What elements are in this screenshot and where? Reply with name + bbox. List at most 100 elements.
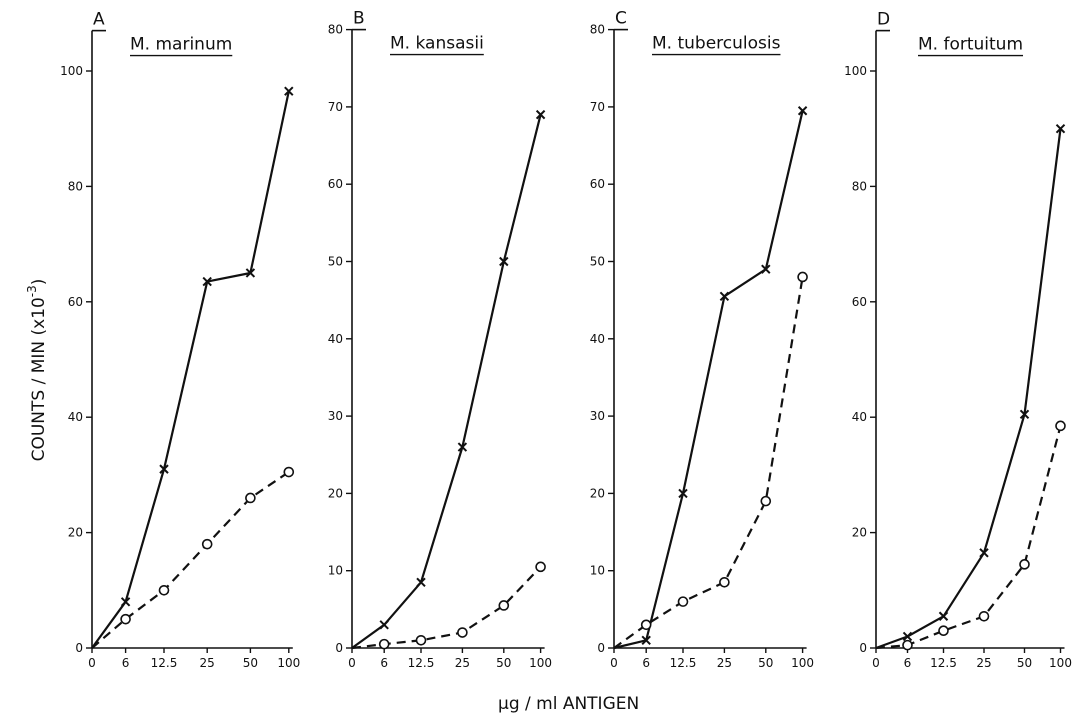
x-tick-label: 50 [243,656,258,670]
circle-marker [938,625,949,636]
x-tick-label: 0 [348,656,356,670]
panel-title: M. marinum [130,35,232,55]
panel-letter: B [353,9,365,29]
circle-marker [457,627,468,638]
series-line-circle [91,471,290,649]
cross-marker-stroke [1055,123,1066,134]
circle-marker [797,271,808,283]
y-tick-label: 80 [852,179,867,193]
panel-letter: C [615,9,627,29]
y-tick-label: 30 [590,409,605,423]
x-tick-label: 25 [455,656,470,670]
y-tick-label: 20 [328,486,343,500]
cross-marker-stroke [761,264,771,274]
cross-marker [641,635,651,645]
circle-marker [415,634,427,646]
y-tick-label: 60 [852,295,867,309]
cross-marker [159,464,169,474]
y-tick-label: 10 [590,564,605,578]
cross-marker-stroke [159,464,169,474]
x-tick-label: 6 [122,656,130,670]
x-tick-label: 0 [610,656,618,670]
series-line-circle [875,425,1062,650]
cross-marker-stroke [797,106,808,116]
y-tick-label: 0 [335,641,343,655]
cross-marker [499,256,509,267]
cross-marker-stroke [979,548,989,558]
cross-marker-stroke [499,256,509,267]
circle-marker [902,639,913,651]
x-tick-label: 6 [380,656,388,670]
panel-title: M. kansasii [390,34,484,54]
circle-marker [201,538,213,550]
y-axis-label: COUNTS / MIN (x10-3) [25,279,49,462]
series-line-cross [875,128,1062,650]
cross-marker-stroke [284,86,294,96]
cross-marker [719,291,730,301]
y-tick-label: 100 [844,64,867,78]
series-line-cross [351,114,542,649]
circle-marker [719,576,730,588]
cross-marker [284,86,294,96]
series-line-circle [351,566,542,650]
y-tick-label: 70 [590,100,605,114]
y-tick-label: 20 [590,486,605,500]
circle-marker [640,619,652,631]
cross-marker-stroke [202,276,212,287]
y-tick-label: 40 [852,410,867,424]
x-tick-label: 25 [717,656,732,670]
y-tick-label: 50 [328,255,343,269]
y-tick-label: 20 [852,526,867,540]
y-tick-label: 80 [328,23,343,37]
panel-title: M. fortuitum [918,35,1023,55]
circle-marker [245,492,256,504]
cross-marker [416,577,426,588]
cross-marker [457,442,468,452]
circle-marker [535,561,546,573]
panel-letter: A [93,10,105,30]
x-tick-label: 0 [872,656,880,670]
x-tick-label: 6 [904,656,912,670]
circle-marker [978,610,990,622]
y-tick-label: 40 [328,332,343,346]
circle-marker [120,613,131,625]
x-axis-label: µg / ml ANTIGEN [498,694,639,714]
panel-b: B M. kansasii 0 10 20 30 40 50 60 70 80 0 6 12.5 25 50 1… [328,9,552,670]
y-tick-label: 60 [590,177,605,191]
x-tick-label: 50 [1017,656,1032,670]
y-tick-label: 0 [859,641,867,655]
x-tick-label: 12.5 [670,656,697,670]
series-line-cross [613,110,804,650]
x-tick-label: 6 [642,656,650,670]
y-tick-label: 70 [328,100,343,114]
circle-marker [283,466,295,478]
y-tick-label: 100 [60,64,83,78]
series-line-circle [613,276,804,649]
cross-marker [245,268,256,278]
cross-marker [1055,123,1066,134]
cross-marker-stroke [535,109,546,120]
cross-marker [535,109,546,120]
x-tick-label: 100 [1049,656,1072,670]
circle-marker [1055,420,1066,432]
circle-marker [158,584,170,596]
cross-marker [678,488,688,499]
y-tick-label: 80 [590,23,605,37]
cross-marker [1019,409,1030,420]
y-tick-label: 0 [75,641,83,655]
x-tick-label: 0 [88,656,96,670]
cross-marker [120,597,131,607]
cross-marker-stroke [938,611,949,621]
x-tick-label: 12.5 [151,656,178,670]
x-tick-label: 50 [758,656,773,670]
x-tick-label: 12.5 [408,656,435,670]
panel-a: A M. marinum 0 20 40 60 80 100 0 6 12.5 25 50 100 [60,10,300,670]
cross-marker [202,276,212,287]
cross-marker [902,631,913,642]
cross-marker [761,264,771,274]
circle-marker [1019,559,1030,570]
cross-marker-stroke [120,597,131,607]
y-tick-label: 0 [597,641,605,655]
